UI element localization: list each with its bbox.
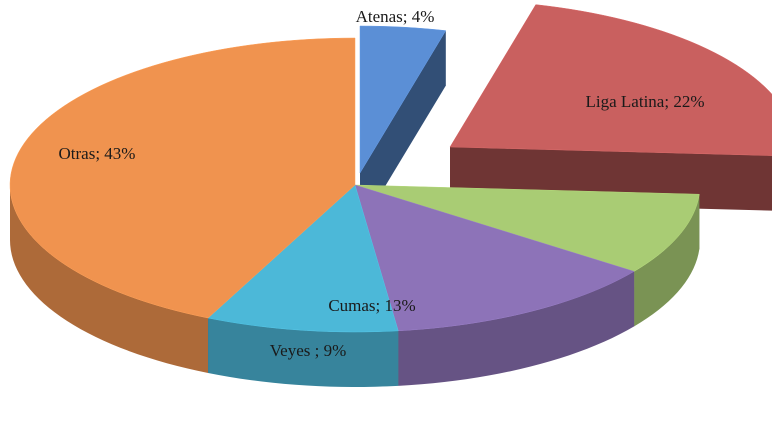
slice-outer-side xyxy=(208,318,399,387)
slice xyxy=(207,184,399,333)
slice-outer-side xyxy=(398,271,635,386)
slice-radial-side xyxy=(360,30,446,229)
slice xyxy=(354,184,635,332)
data-label: Cumas; 13% xyxy=(328,296,415,315)
data-label: Otras; 43% xyxy=(59,144,136,163)
data-label: Atenas; 4% xyxy=(356,7,435,26)
slice-outer-side xyxy=(634,194,700,327)
slice xyxy=(449,4,772,156)
slice-outer-side xyxy=(10,185,209,374)
slice xyxy=(9,37,356,319)
slice xyxy=(359,25,447,174)
data-label: Veyes ; 9% xyxy=(270,341,346,360)
data-label: Liga Latina; 22% xyxy=(586,92,705,111)
slice xyxy=(354,184,700,272)
